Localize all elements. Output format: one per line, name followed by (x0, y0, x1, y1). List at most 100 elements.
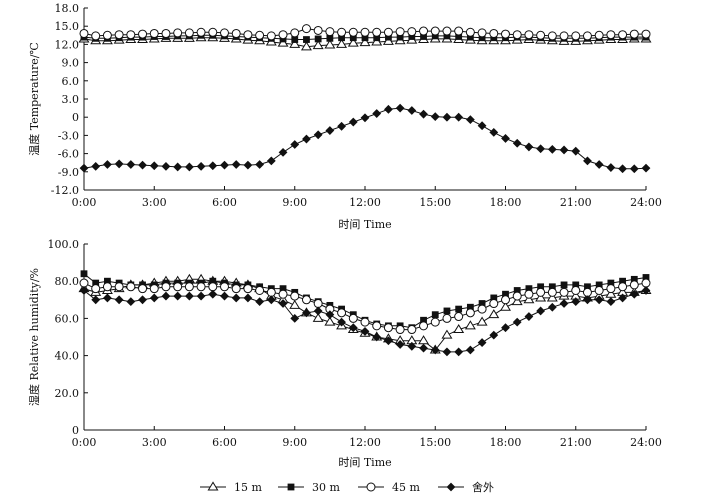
data-point (243, 160, 253, 170)
data-point (114, 282, 124, 292)
data-point (607, 279, 615, 287)
data-point (502, 290, 509, 298)
data-point (524, 30, 534, 40)
data-point (255, 297, 265, 307)
y-tick-label: -12.0 (51, 184, 79, 197)
data-point (619, 277, 626, 285)
legend: 15 m 30 m 45 m 舍外 (200, 480, 494, 494)
y-tick-label: 0 (72, 111, 79, 124)
data-point (161, 282, 171, 292)
data-point (384, 336, 393, 346)
data-point (512, 317, 522, 327)
data-point (430, 345, 440, 355)
y-axis-title: 湿度 Relative humidity/% (27, 268, 41, 406)
data-point (220, 28, 229, 38)
data-point (313, 306, 323, 316)
x-tick-label: 3:00 (142, 436, 167, 449)
data-point (312, 40, 324, 50)
data-point (455, 305, 463, 313)
data-point (313, 299, 323, 309)
legend-marker (366, 482, 376, 492)
data-point (337, 121, 346, 131)
data-point (512, 291, 522, 301)
series-2 (79, 278, 651, 335)
y-tick-label: 15.0 (55, 20, 80, 33)
data-point (583, 295, 592, 305)
data-point (184, 282, 194, 292)
data-point (606, 163, 616, 172)
x-axis-title: 时间 Time (338, 218, 391, 231)
data-point (301, 295, 311, 305)
series-3 (79, 286, 651, 357)
data-point (454, 312, 464, 322)
data-point (325, 126, 335, 135)
data-point (572, 281, 580, 289)
data-point (302, 308, 311, 318)
legend-label: 15 m (234, 481, 262, 494)
humidity-chart: 0 20.0 40.0 60.0 80.0 100.0 0:00 3:00 6:00 9:00 12… (27, 238, 662, 469)
data-point (584, 283, 591, 291)
data-point (243, 293, 253, 303)
data-point (161, 161, 171, 171)
data-point (478, 34, 486, 42)
data-point (103, 160, 112, 169)
data-point (536, 30, 546, 40)
legend-label: 45 m (392, 481, 420, 494)
data-point (465, 308, 475, 318)
data-point (629, 280, 639, 290)
data-point (138, 29, 148, 39)
data-point (300, 41, 312, 51)
x-tick-label: 15:00 (419, 436, 451, 449)
data-point (547, 302, 557, 312)
data-point (243, 30, 253, 40)
data-point (279, 285, 287, 293)
data-point (383, 323, 393, 333)
y-tick-label: 3.0 (62, 93, 80, 106)
data-point (395, 27, 405, 37)
data-point (430, 112, 440, 121)
data-point (441, 329, 453, 339)
x-tick-label: 12:00 (349, 196, 381, 209)
data-point (477, 28, 487, 38)
data-point (571, 286, 581, 295)
data-point (442, 112, 452, 122)
data-point (184, 28, 194, 38)
data-point (420, 33, 427, 40)
data-point (524, 312, 534, 321)
data-point (349, 34, 357, 42)
data-point (466, 33, 474, 41)
data-point (278, 289, 288, 299)
data-point (104, 277, 111, 285)
data-point (149, 28, 159, 38)
data-point (196, 161, 206, 171)
data-point (524, 289, 534, 299)
data-point (92, 279, 100, 287)
data-point (266, 31, 276, 41)
data-point (443, 307, 451, 315)
data-point (594, 30, 604, 40)
data-point (255, 286, 265, 295)
data-point (325, 310, 335, 320)
data-point (629, 29, 639, 39)
data-point (489, 299, 499, 309)
data-point (442, 26, 452, 36)
data-point (420, 316, 427, 324)
data-point (161, 291, 171, 301)
data-point (431, 32, 439, 40)
data-point (396, 33, 404, 41)
data-point (360, 113, 370, 123)
data-point (348, 313, 358, 323)
data-point (476, 316, 488, 326)
data-point (419, 321, 429, 331)
legend-marker (207, 481, 219, 491)
data-point (313, 130, 323, 140)
legend-item: 15 m (200, 481, 262, 494)
x-tick-label: 9:00 (282, 436, 307, 449)
legend-marker (446, 482, 456, 492)
data-point (290, 28, 300, 38)
temperature-chart: -12.0 -9.0 -6.0 -3.0 0 3.0 6.0 9.0 12.0 15.0 18.0 0… (27, 2, 662, 231)
data-point (595, 281, 603, 289)
legend-label: 30 m (312, 481, 340, 494)
data-point (336, 38, 348, 48)
data-point (395, 340, 405, 349)
